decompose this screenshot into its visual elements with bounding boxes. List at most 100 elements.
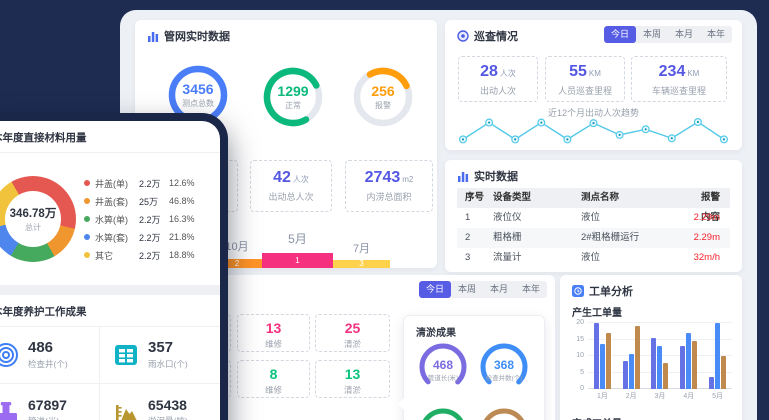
tab-week[interactable]: 本周	[642, 29, 661, 39]
tab-year[interactable]: 本年	[521, 284, 540, 294]
podium-bar-oct: 2	[212, 259, 262, 268]
arc-gauge-purple	[419, 343, 467, 391]
material-donut-chart: 346.78万 总计	[0, 176, 76, 262]
stat-value: 55	[569, 63, 587, 80]
bar-2月-s2	[628, 354, 634, 389]
material-card-title: 本年度直接材料用量	[0, 121, 220, 153]
realtime-card-title: 实时数据	[474, 171, 518, 183]
section-divider	[0, 285, 220, 295]
tab-year[interactable]: 本年	[706, 29, 725, 39]
stat-box-dispatch-total: 42 人次 出动总人次	[250, 160, 332, 212]
gauge-value: 468	[432, 358, 454, 372]
stat-label: 出动人次	[479, 86, 516, 96]
bar-1月-s1	[593, 323, 599, 389]
legend-dot	[84, 216, 90, 222]
gauge-label: 报警	[375, 101, 391, 110]
legend-item: 井盖(套) 25万 46.8%	[84, 195, 212, 208]
achievement-sludge: 65438 淤泥量(吨)	[100, 384, 220, 420]
legend-dot	[84, 234, 90, 240]
bar-5月-s1	[709, 377, 715, 389]
table-row[interactable]: 1 液位仪 液位 2.29m	[465, 212, 720, 223]
stat-box-vehicle-km: 234 KM 车辆巡查里程	[631, 56, 727, 102]
x-tick-label: 3月	[654, 393, 666, 400]
bar-group-5月	[709, 323, 727, 389]
podium-month-label: 7月	[352, 243, 371, 255]
legend-dot	[84, 198, 90, 204]
bar-4月-s2	[686, 332, 692, 389]
work-label: 维修	[264, 385, 282, 395]
generated-orders-title: 产生工单量	[572, 308, 622, 319]
bar-3月-s2	[657, 346, 663, 389]
gauge-alarm: 256 报警	[352, 66, 414, 128]
work-value: 8	[269, 366, 278, 382]
patrol-tabs: 今日 本周 本月 本年	[604, 26, 732, 43]
bar-1月-s2	[599, 344, 605, 389]
gauge-partial-tan	[476, 404, 532, 420]
gauge-manhole-count: 368 检查井数(个)	[476, 339, 532, 395]
achievement-grid: 486 检查井(个) 357 雨水口(个) 67897 管道(米) 65438 淤泥量(…	[0, 327, 220, 420]
stat-box-dispatch: 28 人次 出动人次	[458, 56, 538, 102]
patrol-card-title: 巡查情况	[474, 31, 518, 43]
stat-label: 车辆巡查里程	[651, 86, 706, 96]
table-header-row: 序号 设备类型 测点名称 报警内容	[457, 188, 730, 223]
tab-month[interactable]: 本月	[489, 284, 508, 294]
stat-unit: 人次	[499, 69, 516, 78]
completed-orders-title: 完成工单量	[572, 415, 622, 420]
tooltip-arrow	[398, 398, 404, 410]
donut-total-label: 总计	[25, 223, 41, 232]
gauge-label: 管道长(米)	[427, 375, 459, 382]
material-legend: 井盖(单) 2.2万 12.6% 井盖(套) 25万 46.8% 水箅(单) 2.2万 16…	[84, 177, 212, 262]
gauge-value: 1299	[277, 83, 309, 99]
bar-3月-s3	[663, 362, 669, 389]
table-row[interactable]: 2 粗格栅 2#粗格栅运行 2.29m	[457, 228, 730, 248]
bar-2月-s3	[634, 326, 640, 389]
legend-item: 井盖(单) 2.2万 12.6%	[84, 177, 212, 190]
phone-panel: 本年度直接材料用量 346.78万 总计 井盖(单) 2.2万 12.6% 井盖(套…	[0, 113, 228, 420]
trend-title: 近12个月出动人次趋势	[547, 108, 639, 118]
phone-screen: 本年度直接材料用量 346.78万 总计 井盖(单) 2.2万 12.6% 井盖(套…	[0, 121, 220, 420]
dredge-result-tooltip: 清淤成果 468 管道长(米) 368 检查井数(个)	[398, 315, 545, 420]
stat-unit: m2	[402, 175, 414, 184]
gauge-value: 256	[371, 83, 395, 99]
arc-gauge-tan	[480, 408, 528, 420]
arc-gauge-green	[419, 408, 467, 420]
bar-group-2月	[622, 326, 640, 389]
material-card-body: 346.78万 总计 井盖(单) 2.2万 12.6% 井盖(套) 25万 46.8% …	[0, 153, 220, 285]
stat-unit: KM	[588, 69, 601, 78]
order-card-title: 工单分析	[589, 286, 633, 298]
achievement-value: 357	[148, 339, 174, 356]
tab-today[interactable]: 今日	[604, 26, 636, 43]
pipe-icon	[0, 402, 17, 420]
work-box-repair-1: 13 维修	[237, 314, 310, 352]
x-tick-label: 2月	[625, 393, 637, 400]
stat-unit: 人次	[292, 175, 309, 184]
legend-item: 水箅(套) 2.2万 21.8%	[84, 231, 212, 244]
tab-today[interactable]: 今日	[419, 281, 451, 298]
clock-icon	[572, 285, 584, 297]
work-box-dredge-2: 13 清淤	[315, 360, 390, 398]
bar-3月-s1	[651, 337, 657, 389]
x-tick-label: 5月	[712, 393, 724, 400]
table-row[interactable]: 3 流量计 液位 32m/h	[465, 252, 720, 263]
bar-5月-s2	[715, 323, 721, 389]
gauge-label: 正常	[285, 101, 301, 110]
y-tick-label: 10	[576, 352, 584, 359]
tab-week[interactable]: 本周	[457, 284, 476, 294]
achievement-label: 雨水口(个)	[148, 359, 188, 369]
achievement-label: 检查井(个)	[28, 359, 68, 369]
work-box-dredge-1: 25 清淤	[315, 314, 390, 352]
legend-dot	[84, 252, 90, 258]
work-label: 清淤	[343, 339, 361, 349]
tab-month[interactable]: 本月	[674, 29, 693, 39]
achievement-value: 65438	[148, 397, 187, 413]
bar-4月-s3	[692, 341, 698, 389]
patrol-card-header: 巡查情况	[457, 28, 518, 44]
achievement-value: 67897	[28, 397, 67, 413]
achievement-pipe: 67897 管道(米)	[0, 384, 100, 420]
podium-month-label: 10月	[225, 241, 249, 253]
y-tick-label: 0	[580, 385, 584, 392]
gauge-value: 368	[493, 358, 515, 372]
work-order-card: 工单分析 产生工单量 0 5 10 15 20 1月 2月 3月 4月 5月 完成工单量	[560, 275, 742, 420]
ring-gauge-orange	[353, 67, 413, 127]
trend-line-chart	[458, 117, 729, 144]
